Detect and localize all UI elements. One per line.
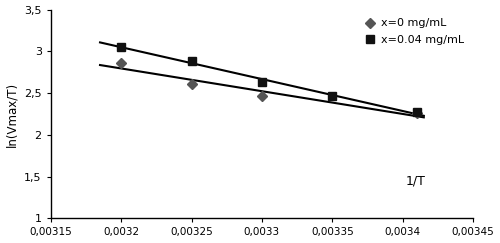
x=0.04 mg/mL — [188, 59, 194, 62]
Text: 1/T: 1/T — [406, 174, 426, 187]
x=0 mg/mL — [259, 94, 265, 97]
Y-axis label: ln(Vmax/T): ln(Vmax/T) — [6, 81, 18, 147]
x=0 mg/mL — [188, 82, 194, 85]
Line: x=0.04 mg/mL: x=0.04 mg/mL — [117, 43, 421, 116]
x=0 mg/mL — [414, 112, 420, 115]
x=0.04 mg/mL — [414, 111, 420, 114]
x=0 mg/mL — [118, 61, 124, 64]
x=0.04 mg/mL — [118, 46, 124, 49]
x=0.04 mg/mL — [259, 81, 265, 84]
x=0.04 mg/mL — [330, 95, 336, 98]
Legend: x=0 mg/mL, x=0.04 mg/mL: x=0 mg/mL, x=0.04 mg/mL — [361, 15, 468, 48]
Line: x=0 mg/mL: x=0 mg/mL — [118, 60, 420, 117]
